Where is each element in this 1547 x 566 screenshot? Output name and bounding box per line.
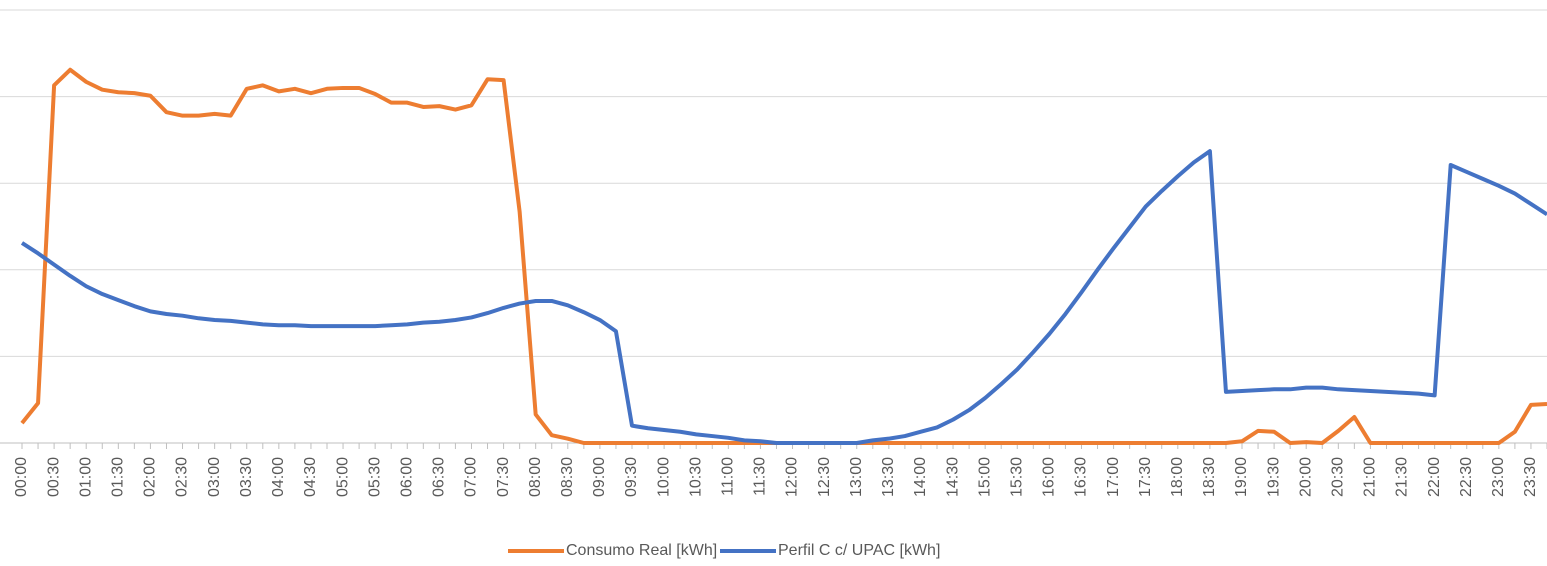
x-tick-label: 22:00	[1426, 457, 1443, 497]
x-tick-label: 18:30	[1201, 457, 1218, 497]
x-tick-label: 02:30	[174, 457, 191, 497]
x-tick-label: 04:00	[270, 457, 287, 497]
x-tick-label: 01:30	[110, 457, 127, 497]
x-tick-label: 15:30	[1008, 457, 1025, 497]
x-tick-label: 08:30	[559, 457, 576, 497]
x-tick-label: 14:30	[944, 457, 961, 497]
x-tick-label: 06:00	[398, 457, 415, 497]
x-tick-label: 10:30	[687, 457, 704, 497]
x-tick-label: 16:00	[1041, 457, 1058, 497]
x-tick-label: 16:30	[1073, 457, 1090, 497]
x-tick-label: 03:00	[206, 457, 223, 497]
x-tick-label: 17:30	[1137, 457, 1154, 497]
x-tick-label: 09:00	[591, 457, 608, 497]
x-tick-label: 19:00	[1233, 457, 1250, 497]
x-tick-label: 21:00	[1362, 457, 1379, 497]
series-line	[20, 149, 1547, 445]
x-tick-label: 20:30	[1330, 457, 1347, 497]
x-tick-label: 17:00	[1105, 457, 1122, 497]
x-tick-label: 06:30	[431, 457, 448, 497]
x-tick-label: 11:00	[720, 457, 737, 496]
x-tick-label: 03:30	[238, 457, 255, 497]
x-tick-label: 00:00	[13, 457, 30, 497]
legend-label: Perfil C c/ UPAC [kWh]	[778, 542, 940, 559]
x-tick-label: 00:30	[45, 457, 62, 497]
x-tick-label: 15:00	[976, 457, 993, 497]
x-tick-label: 10:00	[655, 457, 672, 497]
x-tick-label: 01:00	[77, 457, 94, 497]
x-tick-label: 12:30	[816, 457, 833, 497]
x-tick-label: 12:00	[784, 457, 801, 497]
x-tick-label: 19:30	[1265, 457, 1282, 497]
x-tick-label: 20:00	[1297, 457, 1314, 497]
x-tick-label: 07:00	[463, 457, 480, 497]
x-tick-label: 04:30	[302, 457, 319, 497]
x-tick-label: 13:00	[848, 457, 865, 497]
legend-label: Consumo Real [kWh]	[566, 542, 717, 559]
x-tick-label: 05:30	[366, 457, 383, 497]
x-tick-label: 11:30	[752, 457, 769, 496]
x-tick-label: 21:30	[1394, 457, 1411, 497]
x-tick-label: 05:00	[334, 457, 351, 497]
x-tick-label: 23:00	[1490, 457, 1507, 497]
x-tick-label: 23:30	[1522, 457, 1539, 497]
x-tick-label: 09:30	[623, 457, 640, 497]
x-tick-label: 07:30	[495, 457, 512, 497]
x-tick-label: 02:00	[142, 457, 159, 497]
x-tick-label: 18:00	[1169, 457, 1186, 497]
x-tick-label: 13:30	[880, 457, 897, 497]
x-tick-label: 08:00	[527, 457, 544, 497]
x-tick-label: 22:30	[1458, 457, 1475, 497]
x-tick-label: 14:00	[912, 457, 929, 497]
